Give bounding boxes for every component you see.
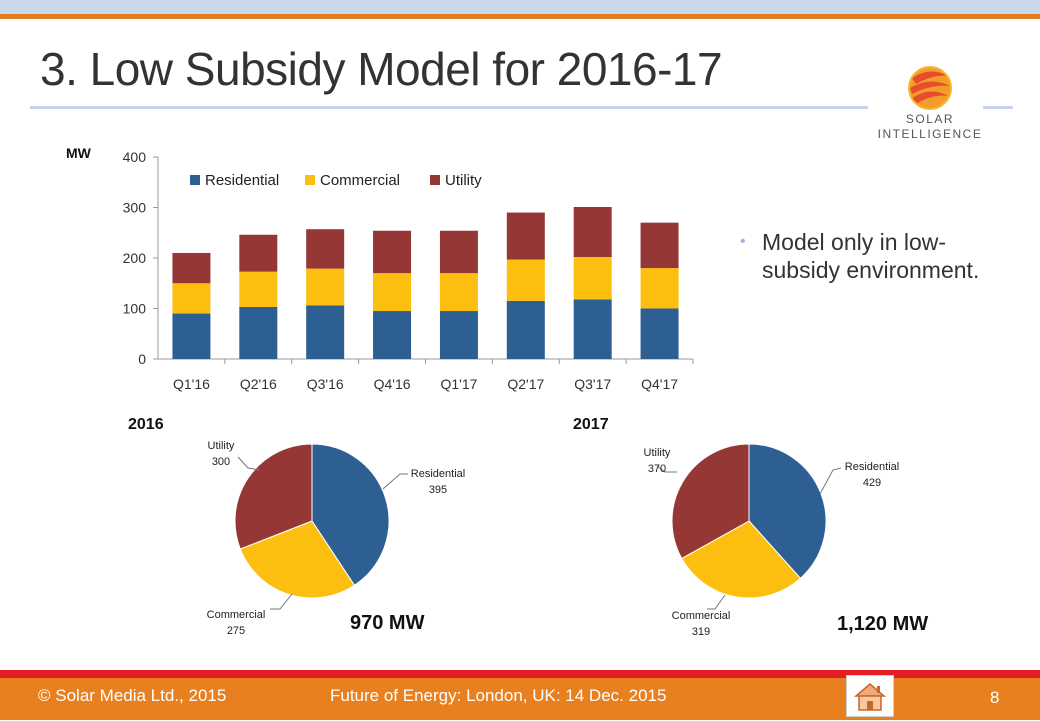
bar-utility (506, 212, 545, 260)
logo-text-line2: INTELLIGENCE (877, 127, 983, 141)
bar-commercial (506, 259, 545, 301)
legend-swatch-residential (190, 175, 200, 185)
bar-residential (306, 305, 345, 359)
pie-leader-line (819, 467, 842, 495)
y-tick-label: 100 (123, 301, 147, 317)
bar-utility (439, 230, 478, 274)
title-divider-right (983, 106, 1013, 109)
y-tick-label: 200 (123, 250, 147, 266)
pie-slice-utility (234, 443, 313, 550)
pie-label-value: 395 (429, 484, 447, 496)
bar-utility (573, 206, 612, 257)
legend-label-utility: Utility (445, 172, 482, 189)
pie-leader-line (270, 593, 293, 610)
stacked-bar-chart: MW 0 100 200 300 400 Q1'16 Q2'16 Q3'16 Q4'16 Q1'17… (66, 145, 694, 392)
pie-label-name: Commercial (672, 610, 731, 622)
bar-residential (373, 311, 412, 359)
y-axis-title: MW (66, 145, 92, 161)
pie-label-value: 300 (212, 456, 230, 468)
legend-swatch-commercial (305, 175, 315, 185)
bar-commercial (373, 273, 412, 312)
x-tick-label: Q1'16 (173, 376, 210, 392)
pie-leader-line (656, 465, 677, 473)
pie-leader-line (382, 473, 408, 490)
pie-label-value: 319 (692, 626, 710, 638)
x-tick-label: Q4'16 (374, 376, 411, 392)
bar-residential (239, 306, 278, 359)
x-tick-label: Q2'16 (240, 376, 277, 392)
pie-label-value: 370 (648, 463, 666, 475)
x-tick-label: Q1'17 (440, 376, 477, 392)
pie-label-value: 275 (227, 625, 245, 637)
footer-bar: © Solar Media Ltd., 2015 Future of Energ… (0, 675, 1040, 720)
slide-title: 3. Low Subsidy Model for 2016-17 (40, 43, 723, 95)
bar-commercial (439, 273, 478, 312)
pie-chart-2016: 2016 970 MW Residential 395 Commercial 275 Uti… (128, 416, 465, 637)
bar-commercial (239, 271, 278, 307)
x-tick-label: Q2'17 (507, 376, 544, 392)
x-tick-label: Q4'17 (641, 376, 678, 392)
bar-utility (239, 234, 278, 272)
footer-event: Future of Energy: London, UK: 14 Dec. 20… (330, 686, 667, 705)
title-divider (30, 106, 868, 109)
pie-leader-line (237, 456, 261, 471)
x-tick-label: Q3'17 (574, 376, 611, 392)
pie-label-name: Residential (411, 468, 465, 480)
pie-title: 2016 (128, 416, 164, 433)
top-band (0, 0, 1040, 14)
bullet-point: • Model only in low-subsidy environment. (740, 228, 1004, 284)
footer-copyright: © Solar Media Ltd., 2015 (38, 686, 227, 705)
home-icon (853, 683, 887, 711)
legend-label-commercial: Commercial (320, 172, 400, 189)
bar-commercial (573, 256, 612, 300)
pie-leader-line (707, 594, 726, 610)
solar-intelligence-logo (870, 64, 990, 148)
bar-commercial (172, 283, 211, 314)
bar-residential (640, 308, 679, 359)
y-tick-label: 400 (123, 149, 147, 165)
pie-chart-2017: 2017 1,120 MW Residential 429 Commercial 319 U… (573, 416, 928, 638)
top-accent-line (0, 14, 1040, 19)
bullet-icon: • (740, 233, 746, 250)
bar-residential (573, 299, 612, 359)
pie-label-name: Commercial (207, 609, 266, 621)
pie-label-name: Utility (644, 447, 671, 459)
bar-commercial (306, 268, 345, 306)
bullet-text: Model only in low-subsidy environment. (762, 229, 980, 283)
pie-slice-utility (671, 443, 750, 560)
pie-label-name: Utility (208, 440, 235, 452)
pie-slice-commercial (239, 520, 356, 599)
page-number: 8 (990, 688, 1000, 707)
pie-label-value: 429 (863, 477, 881, 489)
bar-residential (506, 300, 545, 359)
pie-title: 2017 (573, 416, 609, 433)
pie-label-name: Residential (845, 461, 899, 473)
logo-text-line1: SOLAR (905, 112, 955, 126)
legend-label-residential: Residential (205, 172, 279, 189)
footer-red-line (0, 670, 1040, 678)
pie-total-label: 1,120 MW (837, 613, 928, 635)
bar-utility (373, 230, 412, 274)
bar-utility (172, 252, 211, 284)
legend-swatch-utility (430, 175, 440, 185)
bar-residential (172, 313, 211, 359)
y-tick-label: 0 (138, 351, 146, 367)
x-tick-label: Q3'16 (307, 376, 344, 392)
pie-slice-residential (748, 443, 827, 580)
y-tick-label: 300 (123, 200, 147, 216)
bar-commercial (640, 268, 679, 309)
bar-utility (640, 222, 679, 269)
bar-utility (306, 229, 345, 269)
bar-residential (439, 311, 478, 359)
pie-total-label: 970 MW (350, 612, 425, 634)
pie-slice-commercial (681, 520, 802, 599)
home-button[interactable] (846, 675, 894, 717)
